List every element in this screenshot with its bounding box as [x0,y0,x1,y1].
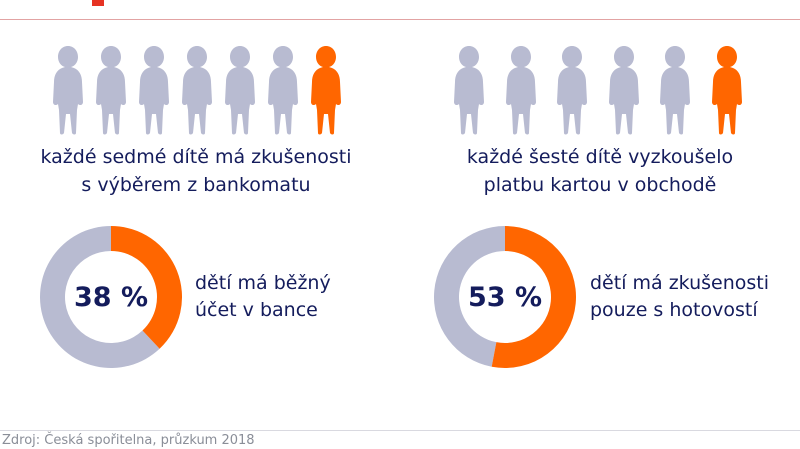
donut-cash-only-value: 53 % [467,281,543,313]
atm-child-icon-3 [139,46,169,135]
bank-account-ring [40,226,182,368]
atm-child-icon-7 [311,46,341,135]
cash-only-remainder-slice [434,226,505,367]
caption-atm: každé sedmé dítě má zkušenosti s výběrem… [6,143,386,199]
cash-only-ring [434,226,576,368]
caption-atm-line-2: s výběrem z bankomatu [81,174,311,196]
pictogram-card-children [453,44,748,136]
caption-card-line-1: každé šesté dítě vyzkoušelo [466,146,734,168]
card-child-icon-3 [557,46,587,135]
footer-divider [0,430,800,431]
card-child-icon-4 [608,46,639,135]
atm-child-icon-2 [96,46,126,135]
caption-atm-line-1: každé sedmé dítě má zkušenosti [40,146,352,168]
bank-account-value-slice [111,226,182,349]
label-bank-account-line-1: dětí má běžný [195,272,331,294]
atm-child-icon-5 [225,46,255,135]
donut-bank-account-value: 38 % [73,281,149,313]
card-child-icon-6 [711,46,742,135]
card-child-icon-1 [454,46,484,135]
donut-cash-only: 53 % [434,226,576,368]
header-divider [0,19,800,20]
pictogram-atm-children [52,44,342,136]
card-child-icon-5 [660,46,690,135]
atm-child-icon-1 [53,46,83,135]
atm-child-icon-6 [268,46,298,135]
header-accent-mark [92,0,104,6]
caption-card-line-2: platbu kartou v obchodě [483,174,717,196]
label-cash-only-line-2: pouze s hotovostí [590,299,758,321]
cash-only-value-slice [491,226,576,368]
atm-child-icon-4 [182,46,212,135]
label-bank-account-line-2: účet v bance [195,299,318,321]
donut-bank-account: 38 % [40,226,182,368]
source-note: Zdroj: Česká spořitelna, průzkum 2018 [2,433,255,448]
bank-account-remainder-slice [40,226,160,368]
label-bank-account: dětí má běžný účet v bance [195,270,331,324]
card-child-icon-2 [505,46,536,135]
caption-card: každé šesté dítě vyzkoušelo platbu karto… [410,143,790,199]
label-cash-only: dětí má zkušenosti pouze s hotovostí [590,270,769,324]
label-cash-only-line-1: dětí má zkušenosti [590,272,770,294]
